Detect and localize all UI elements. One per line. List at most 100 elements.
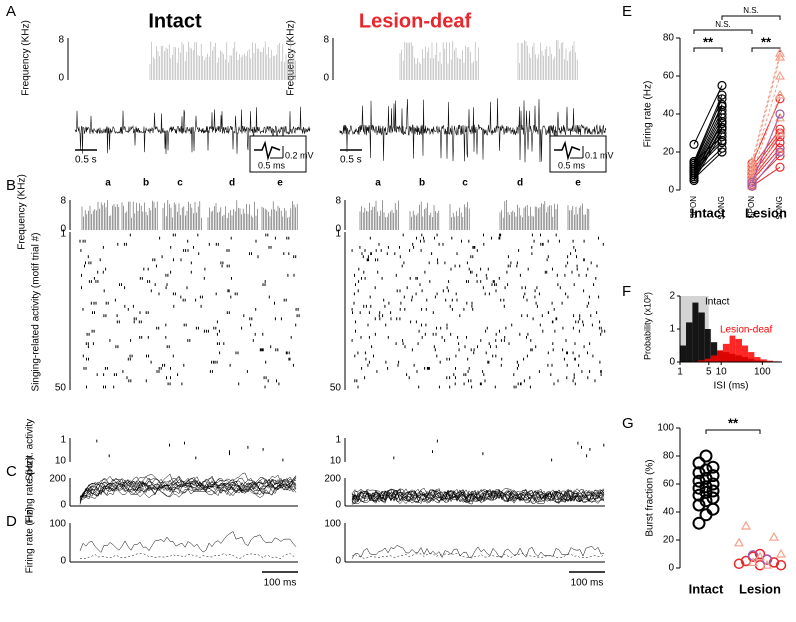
histogram-bar (754, 357, 760, 362)
scale-label: 0.5 ms (258, 160, 286, 170)
y-axis-label: Burst fraction (%) (645, 459, 656, 536)
spont-rate (352, 553, 604, 558)
y-tick-label: 80 (663, 33, 675, 44)
data-point (742, 522, 750, 529)
significance-label: ** (703, 34, 714, 49)
title-intact: Intact (148, 10, 202, 32)
y-axis-label: Frequency (KHz) (21, 20, 32, 96)
y-axis-label: Probability (x10²) (642, 292, 652, 360)
scale-label: 100 ms (571, 578, 604, 589)
syllable-label: a (105, 178, 111, 189)
syllable-label: d (229, 178, 235, 189)
y-tick-label: 50 (330, 383, 342, 394)
y-tick-label: 8 (58, 35, 64, 46)
y-tick-label: 10 (330, 456, 342, 467)
y-tick-label: 1 (669, 324, 675, 335)
panel-letter: C (6, 463, 17, 480)
legend-label: Intact (705, 297, 730, 308)
histogram-bar (692, 303, 698, 362)
data-point (777, 550, 785, 557)
significance-label: ** (728, 415, 739, 430)
x-tick-label: 100 (754, 367, 771, 378)
syllable-label: c (462, 178, 468, 189)
y-axis-label: Firing rate (Hz) (643, 81, 654, 148)
y-tick-label: 8 (323, 35, 329, 46)
y-tick-label: 2 (669, 291, 675, 302)
y-tick-label: 8 (335, 196, 341, 207)
spectrogram (360, 200, 589, 230)
y-tick-label: 200 (49, 474, 66, 485)
y-tick-label: 20 (663, 535, 675, 546)
histogram-bar (723, 344, 730, 362)
panel-letter: E (622, 3, 632, 20)
panel-letter: F (622, 283, 631, 300)
y-tick-label: 20 (663, 147, 675, 158)
y-tick-label: 0 (668, 185, 674, 196)
y-tick-label: 80 (663, 451, 675, 462)
scale-label: 0.5 s (75, 155, 97, 166)
y-tick-label: 100 (324, 519, 341, 530)
y-tick-label: 100 (49, 519, 66, 530)
y-axis-label: Frequency (KHz) (17, 174, 28, 250)
spont-rate (80, 553, 296, 559)
y-tick-label: 10 (55, 456, 67, 467)
syllable-label: b (419, 178, 425, 189)
data-point (694, 518, 705, 529)
y-tick-label: 0 (668, 563, 674, 574)
data-point (776, 72, 784, 79)
significance-label: N.S. (743, 6, 759, 15)
histogram-bar (735, 339, 742, 362)
y-tick-label: 8 (60, 196, 66, 207)
scale-label: 0.5 s (340, 155, 362, 166)
y-tick-label: 0 (60, 500, 66, 511)
panel-letter: B (6, 177, 16, 194)
syllable-label: c (177, 178, 183, 189)
histogram-bar (686, 322, 692, 362)
mean-rate (352, 545, 604, 559)
syllable-label: a (375, 178, 381, 189)
y-tick-label: 60 (663, 71, 675, 82)
significance-bracket (706, 430, 760, 434)
spont-raster (97, 440, 283, 462)
y-tick-label: 40 (663, 109, 675, 120)
spike-raster (352, 234, 605, 389)
syllable-label: e (575, 178, 581, 189)
data-point (701, 451, 712, 462)
y-tick-label: 0 (335, 556, 341, 567)
y-tick-label: 50 (55, 383, 67, 394)
histogram-bar (698, 313, 704, 363)
x-axis-label: ISI (ms) (714, 381, 749, 392)
y-tick-label: 200 (324, 474, 341, 485)
legend-label: Lesion-deaf (720, 325, 772, 336)
panel-letter: D (6, 513, 17, 530)
histogram-bar (748, 352, 754, 362)
spectrogram (400, 40, 577, 80)
significance-label: N.S. (715, 20, 731, 29)
y-axis-label: Singing-related activity (motif trial #) (31, 233, 42, 392)
histogram-bar (680, 346, 686, 363)
panel-letter: A (6, 3, 16, 20)
y-tick-label: 100 (657, 423, 674, 434)
y-axis-label: Frequency (KHz) (286, 20, 297, 96)
spectrogram (82, 200, 297, 230)
scale-label: 0.2 mV (285, 150, 314, 160)
significance-label: ** (761, 34, 772, 49)
panel-letter: G (622, 415, 634, 432)
x-tick-label: Intact (689, 581, 724, 596)
y-tick-label: 0 (669, 357, 675, 368)
mean-rate (80, 532, 296, 553)
y-tick-label: 1 (60, 435, 66, 446)
histogram-bar (717, 350, 723, 362)
x-tick-label: 5 (706, 367, 712, 378)
y-tick-label: 0 (60, 556, 66, 567)
rate-curve (80, 473, 296, 501)
y-tick-label: 0 (323, 73, 329, 84)
histogram-bar (705, 329, 711, 362)
y-tick-label: 1 (335, 435, 341, 446)
histogram-bar (742, 346, 748, 363)
histogram-bar (730, 336, 736, 362)
scale-label: 0.1 mV (585, 150, 614, 160)
y-tick-label: 0 (58, 73, 64, 84)
y-tick-label: 1 (335, 229, 341, 240)
